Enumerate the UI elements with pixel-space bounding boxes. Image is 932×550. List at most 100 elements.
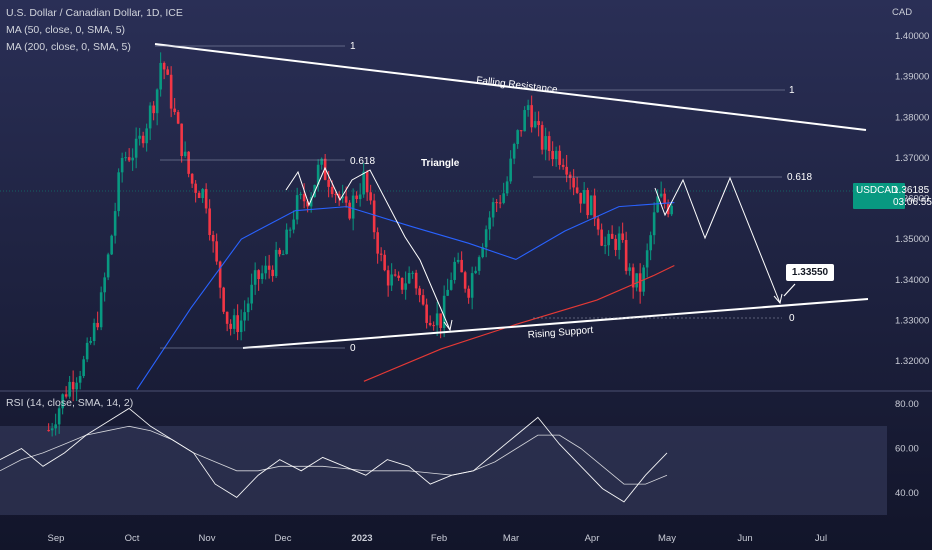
- candle-body: [544, 136, 547, 150]
- candle-body: [152, 105, 155, 114]
- rising-support-line[interactable]: [242, 298, 869, 349]
- fib-label-618-right: 0.618: [787, 172, 812, 183]
- candle-body: [131, 157, 134, 161]
- candle-body: [330, 186, 334, 195]
- candle-body: [103, 277, 106, 293]
- projection-path-left: [285, 166, 451, 331]
- candle-body: [579, 192, 582, 204]
- candle-body: [614, 238, 617, 250]
- price-tag[interactable]: USDCAD 1.36185 03:06:55: [853, 183, 932, 209]
- candle-body: [659, 193, 663, 197]
- candle-body: [47, 430, 50, 432]
- candle-body: [495, 202, 498, 204]
- candle-body: [222, 287, 225, 312]
- candle-body: [362, 171, 365, 195]
- candle-body: [376, 232, 379, 254]
- candle-body: [320, 158, 323, 165]
- candle-body: [267, 265, 271, 270]
- candle-body: [369, 192, 372, 201]
- candle-body: [92, 322, 96, 341]
- candle-body: [257, 270, 260, 280]
- candle-body: [467, 288, 470, 298]
- candle-body: [383, 254, 386, 271]
- ma200-line[interactable]: [363, 265, 675, 382]
- candle-body: [155, 89, 159, 114]
- triangle-label: Triangle: [421, 158, 460, 169]
- candle-body: [477, 257, 481, 271]
- time-axis-tick: May: [658, 533, 676, 544]
- price-axis-tick: 1.36000: [895, 194, 929, 205]
- rsi-legend[interactable]: RSI (14, close, SMA, 14, 2): [6, 397, 134, 409]
- time-axis-tick: Oct: [125, 533, 140, 544]
- arrow-head-left: [443, 319, 453, 332]
- candle-body: [533, 121, 537, 128]
- rsi-axis[interactable]: 80.00 60.00 40.00: [895, 399, 919, 499]
- candle-body: [547, 136, 551, 151]
- candle-body: [509, 158, 512, 182]
- projection-path-right: [654, 176, 781, 304]
- target-callout: 1.33550: [786, 264, 834, 281]
- ma50-line[interactable]: [136, 202, 675, 390]
- candle-body: [411, 272, 414, 274]
- ma200-legend[interactable]: MA (200, close, 0, SMA, 5): [6, 41, 131, 53]
- candle-body: [491, 202, 495, 218]
- candle-body: [124, 157, 127, 159]
- candle-body: [596, 218, 600, 230]
- candle-body: [162, 62, 166, 70]
- candle-body: [351, 195, 355, 219]
- symbol-legend[interactable]: U.S. Dollar / Canadian Dollar, 1D, ICE: [6, 7, 183, 19]
- candle-body: [554, 150, 558, 160]
- fib-label-618-left: 0.618: [350, 156, 375, 167]
- rising-support-label: Rising Support: [527, 325, 593, 341]
- rsi-axis-tick: 60.00: [895, 444, 919, 455]
- candle-body: [278, 249, 281, 255]
- candle-body: [138, 135, 141, 139]
- candle-body: [246, 303, 250, 313]
- candle-body: [663, 193, 666, 204]
- candle-body: [211, 234, 215, 242]
- candle-body: [120, 157, 124, 173]
- candle-body: [575, 187, 579, 193]
- rsi-ma-line[interactable]: [0, 425, 668, 485]
- price-axis-tick: 1.35000: [895, 234, 929, 245]
- fib-label-1-left: 1: [350, 41, 356, 52]
- candle-body: [218, 261, 222, 288]
- falling-resistance-line[interactable]: [154, 43, 867, 131]
- candle-body: [502, 193, 505, 203]
- candle-body: [435, 313, 439, 326]
- time-axis[interactable]: Sep Oct Nov Dec 2023 Feb Mar Apr May Jun Jul: [48, 533, 828, 544]
- candle-body: [589, 195, 593, 216]
- candle-body: [484, 229, 488, 248]
- candle-body: [271, 269, 274, 277]
- candle-body: [75, 382, 78, 390]
- candle-body: [393, 274, 397, 276]
- candle-body: [400, 277, 404, 290]
- price-axis-tick: 1.40000: [895, 31, 929, 42]
- candle-body: [159, 62, 162, 90]
- candle-body: [635, 273, 638, 288]
- candle-body: [582, 190, 586, 204]
- price-axis[interactable]: 1.40000 1.39000 1.38000 1.37000 1.36000 1.350…: [895, 31, 929, 367]
- candle-body: [166, 69, 169, 75]
- ma50-legend[interactable]: MA (50, close, 0, SMA, 5): [6, 24, 126, 36]
- candle-body: [460, 259, 463, 273]
- candle-body: [225, 311, 229, 324]
- candle-body: [390, 274, 393, 286]
- candle-body: [565, 166, 568, 175]
- candle-body: [404, 283, 407, 290]
- candle-body: [292, 219, 295, 230]
- time-axis-tick: Jul: [815, 533, 827, 544]
- candle-body: [250, 284, 253, 304]
- price-axis-tick: 1.32000: [895, 356, 929, 367]
- candle-body: [586, 190, 589, 216]
- candle-body: [530, 105, 533, 128]
- candle-body: [523, 110, 526, 132]
- rsi-line[interactable]: [0, 407, 668, 503]
- candle-body: [285, 229, 288, 255]
- candle-body: [117, 172, 120, 212]
- candle-body: [208, 208, 211, 235]
- time-axis-tick: Apr: [585, 533, 600, 544]
- time-axis-tick: Sep: [48, 533, 65, 544]
- candle-body: [288, 229, 292, 231]
- candle-body: [334, 194, 337, 196]
